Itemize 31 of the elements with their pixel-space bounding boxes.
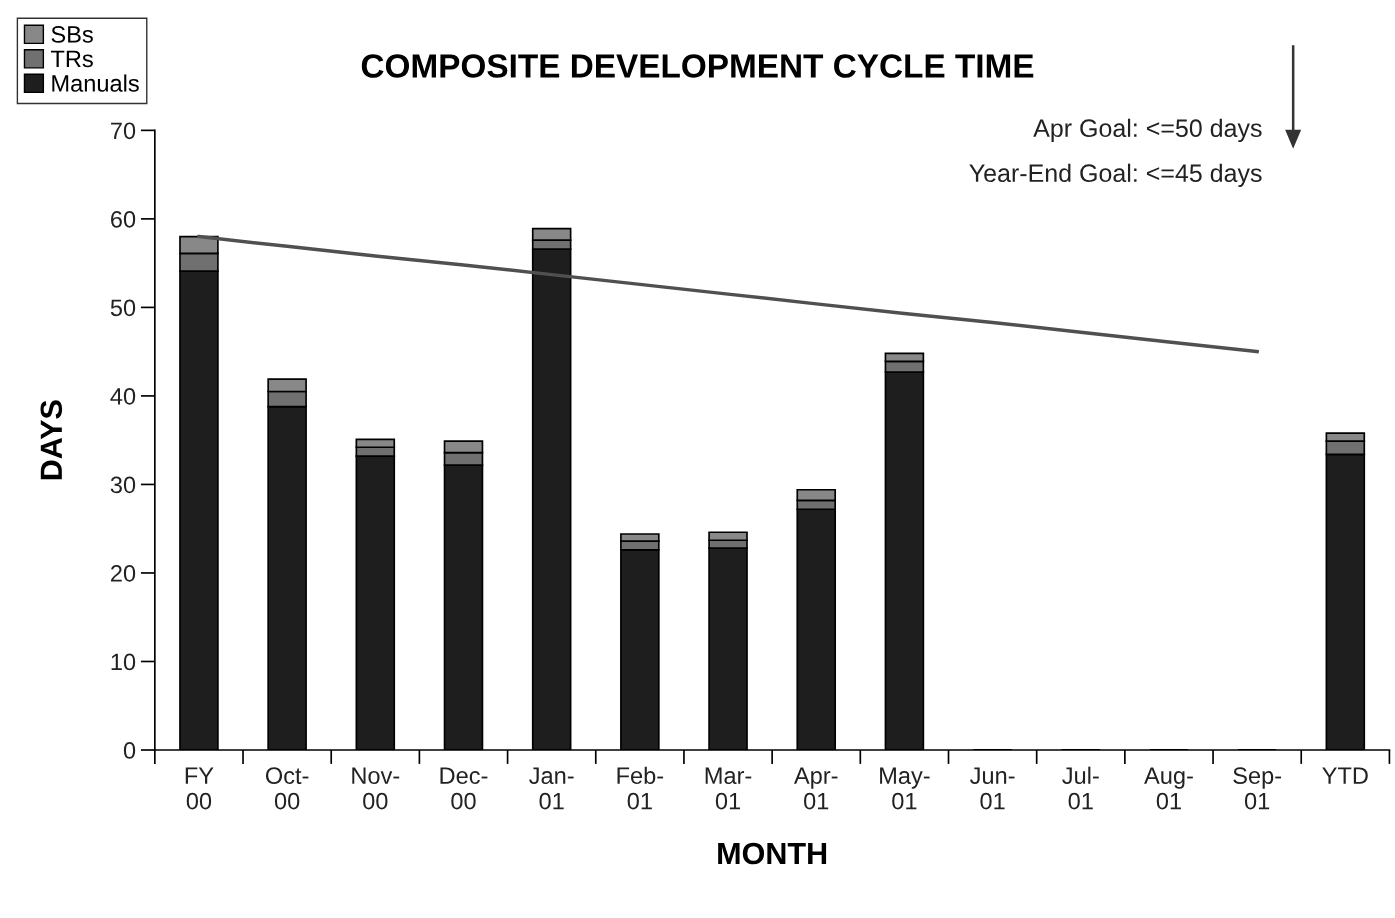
y-tick-label: 40 xyxy=(110,387,136,405)
x-tick-label: Feb- 01 xyxy=(617,766,664,810)
x-tick-label: Nov- 00 xyxy=(352,767,400,810)
x-tick-label: FY 00 xyxy=(185,767,214,810)
y-axis-title: DAYS xyxy=(40,400,63,480)
y-tick-label: 50 xyxy=(110,299,136,317)
x-tick-label: Jun- 01 xyxy=(970,767,1015,810)
x-tick-label: Apr- 01 xyxy=(793,767,838,810)
x-tick-label: Jul- 01 xyxy=(1062,766,1099,810)
x-tick-label: Oct- 00 xyxy=(265,767,309,810)
y-tick-label: 60 xyxy=(111,210,136,228)
line-series xyxy=(197,234,1259,354)
x-tick-label: Dec- 00 xyxy=(440,767,488,810)
y-tick-label: 0 xyxy=(123,742,136,759)
x-tick-label: Sep- 01 xyxy=(1233,767,1282,810)
y-tick-label: 20 xyxy=(111,565,136,582)
legend-label: SBs xyxy=(51,26,93,43)
x-axis-title: MONTH xyxy=(718,842,827,865)
annotation: Year-End Goal: <=45 days xyxy=(969,163,1262,187)
y-tick-label: 70 xyxy=(111,122,136,140)
y-tick-label: 30 xyxy=(110,476,136,494)
x-tick-label: YTD xyxy=(1322,767,1368,784)
legend-label: Manuals xyxy=(52,74,139,92)
annotation: Apr Goal: <=50 days xyxy=(1033,118,1262,143)
x-tick-label: May- 01 xyxy=(880,767,930,810)
legend-label: TRs xyxy=(50,50,93,68)
chart-title: COMPOSITE DEVELOPMENT CYCLE TIME xyxy=(361,54,1034,78)
x-tick-label: Aug- 01 xyxy=(1144,767,1193,810)
x-tick-label: Jan- 01 xyxy=(529,767,574,810)
x-tick-label: Mar- 01 xyxy=(705,767,752,810)
y-tick-label: 10 xyxy=(111,653,136,671)
